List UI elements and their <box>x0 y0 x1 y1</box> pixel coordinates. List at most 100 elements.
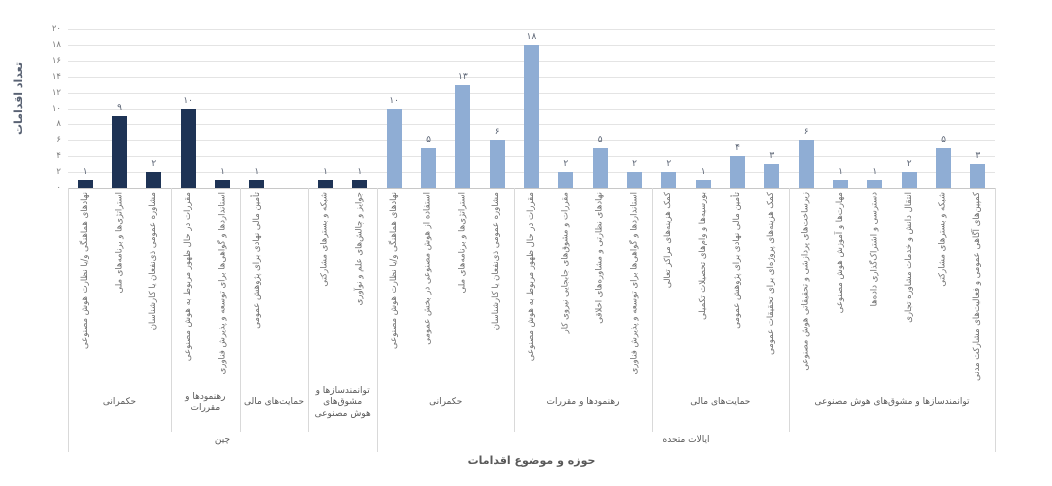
bar <box>730 156 745 188</box>
category-label: زیرساخت‌های پردازشی و تحقیقاتی هوش مصنوع… <box>800 192 811 371</box>
y-tick-label: ۱۶ <box>51 55 61 66</box>
category-label: مقررات در حال ظهور مربوط به هوش مصنوعی <box>526 192 536 362</box>
category-label: کمپین‌های آگاهی عمومی و فعالیت‌های مشارک… <box>972 192 983 381</box>
bar-value-label: ۳ <box>769 151 775 162</box>
y-axis-title: تعداد اقدامات <box>12 62 25 136</box>
category-label: نهادهای نظارتی و مشاوره‌های اخلاقی <box>594 192 605 324</box>
section-divider <box>239 188 241 432</box>
category-label: مقررات و مشوق‌های جابجایی نیروی کار <box>560 192 571 334</box>
bar <box>901 172 917 188</box>
section-label: حمایت‌های مالی <box>243 397 305 408</box>
bar <box>386 108 402 188</box>
bar-value-label: ۱ <box>323 167 328 178</box>
bar <box>77 180 93 188</box>
category-label: شبکه و بسترهای مشارکتی <box>320 192 330 287</box>
bar <box>936 148 951 188</box>
country-divider <box>995 188 996 452</box>
bar <box>249 180 265 188</box>
section-label: رهنمودها و مقررات <box>185 391 226 414</box>
section-divider <box>789 188 790 432</box>
bar <box>489 140 505 188</box>
bar-value-label: ۵ <box>941 135 946 146</box>
category-label: استانداردها و گواهی‌ها برای توسعه و پذیر… <box>217 192 227 375</box>
bar <box>558 172 574 188</box>
category-label: مشاوره عمومی ذی‌نفعان یا کارشناسان <box>148 192 159 331</box>
country-label: ایالات متحده <box>662 435 710 445</box>
bar-value-label: ۲ <box>906 159 912 170</box>
bar-value-label: ۹ <box>117 103 122 114</box>
bar <box>318 180 333 188</box>
category-label: بورسیه‌ها و وام‌های تحصیلات تکمیلی <box>697 192 708 320</box>
bar-value-label: ۱ <box>82 167 88 178</box>
bar-value-label: ۱۰ <box>183 95 193 106</box>
y-tick-label: ۱۲ <box>51 87 61 98</box>
bar <box>764 164 780 188</box>
bar <box>833 180 848 188</box>
section-divider <box>171 188 172 432</box>
bar <box>180 108 196 188</box>
category-label: تأمین مالی نهادی برای پژوهش عمومی <box>732 192 742 329</box>
bar <box>215 180 230 188</box>
bar <box>421 148 436 188</box>
bar-value-label: ۱ <box>838 167 843 178</box>
y-tick-label: ۱۴ <box>51 71 61 82</box>
section-label: توانمندسازها و مشوق‌های هوش مصنوعی <box>314 385 371 419</box>
y-tick-label: ۱۰ <box>51 103 61 114</box>
bar-value-label: ۲ <box>632 159 637 170</box>
y-tick-label: ۶ <box>56 135 61 146</box>
bar <box>661 172 677 188</box>
bar-value-label: ۴ <box>735 143 740 154</box>
category-label: کمک هزینه‌های مراکز تعالی <box>663 192 674 289</box>
bar-value-label: ۱ <box>220 167 225 178</box>
bar <box>455 84 471 188</box>
bar <box>146 172 162 188</box>
bar <box>867 180 883 188</box>
category-label: مهارت‌ها و آموزش هوش مصنوعی <box>835 192 845 314</box>
bar <box>798 140 814 188</box>
bar-value-label: ۳ <box>975 151 981 162</box>
category-label: نهادهای هماهنگی و/یا نظارت هوش مصنوعی <box>388 192 399 349</box>
category-label: مشاوره عمومی ذی‌نفعان یا کارشناسان <box>491 192 502 331</box>
bar-value-label: ۲ <box>666 159 672 170</box>
bar-value-label: ۱۳ <box>457 71 468 82</box>
bar <box>112 116 127 188</box>
section-label: حکمرانی <box>102 397 137 408</box>
country-divider <box>68 188 69 452</box>
x-axis-title: حوزه و موضوع اقدامات <box>467 454 596 467</box>
bar <box>627 172 642 188</box>
bar <box>695 180 711 188</box>
y-tick-label: ۱۸ <box>51 39 61 50</box>
bar-value-label: ۲ <box>563 159 569 170</box>
section-label: رهنمودها و مقررات <box>546 397 620 408</box>
section-label: توانمندسازها و مشوق‌های هوش مصنوعی <box>814 397 970 408</box>
category-label: شبکه و بسترهای مشارکتی <box>938 192 948 287</box>
bar <box>524 44 539 188</box>
bar-value-label: ۱ <box>872 167 878 178</box>
category-label: استانداردها و گواهی‌ها برای توسعه و پذیر… <box>629 192 639 375</box>
section-label: حمایت‌های مالی <box>690 397 751 408</box>
bar-value-label: ۶ <box>803 127 809 138</box>
bar-value-label: ۱۰ <box>389 95 399 106</box>
gridline <box>68 29 995 30</box>
category-label: استراتژی‌ها و برنامه‌های ملی <box>114 192 124 294</box>
bar-value-label: ۱۸ <box>526 31 537 42</box>
bar <box>352 180 368 188</box>
bar-value-label: ۱ <box>357 167 363 178</box>
category-label: مقررات در حال ظهور مربوط به هوش مصنوعی <box>182 192 193 362</box>
section-label: حکمرانی <box>429 397 463 408</box>
y-tick-label: ۰ <box>56 183 61 193</box>
section-divider <box>514 188 516 432</box>
category-label: انتقال دانش و خدمات مشاوره تجاری <box>903 192 914 323</box>
bar-value-label: ۵ <box>426 135 431 146</box>
y-tick-label: ۲ <box>56 167 61 178</box>
bar-value-label: ۱ <box>254 167 260 178</box>
y-tick-label: ۸ <box>56 119 61 130</box>
y-tick-label: ۴ <box>56 151 61 162</box>
category-label: کمک هزینه‌های پروژه‌ای برای تحقیقات عموم… <box>766 192 777 355</box>
category-label: نهادهای هماهنگی و/یا نظارت هوش مصنوعی <box>79 192 90 349</box>
bar-value-label: ۲ <box>151 159 157 170</box>
section-divider <box>651 188 653 432</box>
bar-value-label: ۵ <box>597 135 603 146</box>
category-label: جوایز و چالش‌های علم و نوآوری <box>354 192 365 306</box>
